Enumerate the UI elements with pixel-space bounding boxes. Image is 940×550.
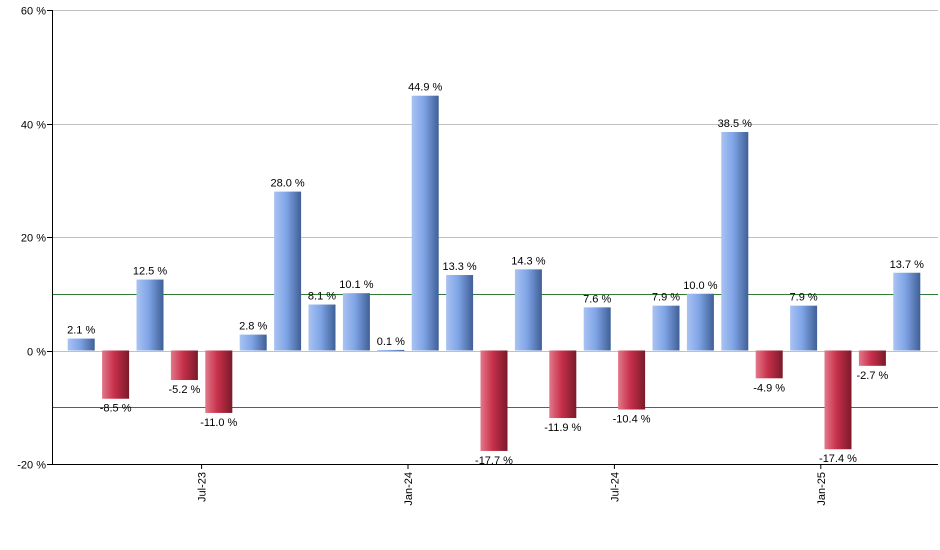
data-label: -17.7 %: [475, 455, 513, 467]
data-label: 28.0 %: [270, 178, 304, 190]
x-tick-label: Jul-23: [197, 472, 209, 502]
data-label: 14.3 %: [511, 255, 545, 267]
bar: [618, 350, 646, 410]
bar: [824, 350, 852, 450]
bars: [67, 95, 921, 451]
data-label: -5.2 %: [169, 384, 201, 396]
y-tick-label: 0 %: [27, 347, 46, 359]
data-label: 38.5 %: [718, 118, 752, 130]
data-label: 13.7 %: [890, 259, 924, 271]
data-label: 10.1 %: [339, 279, 373, 291]
bar: [858, 350, 886, 366]
data-label: -11.0 %: [200, 417, 237, 429]
data-label: 44.9 %: [408, 82, 442, 94]
data-label: -2.7 %: [857, 370, 889, 382]
data-label: 13.3 %: [442, 261, 476, 273]
bar: [583, 307, 611, 351]
data-label: 7.9 %: [790, 292, 818, 304]
data-label: 2.1 %: [67, 325, 95, 337]
x-tick-label: Jan-24: [403, 472, 415, 506]
bar: [308, 304, 336, 351]
data-label: 10.0 %: [683, 280, 717, 292]
bar: [514, 269, 542, 351]
y-tick-label: 20 %: [21, 233, 46, 245]
x-tick-label: Jan-25: [816, 472, 828, 506]
bar: [170, 350, 198, 381]
data-label: -4.9 %: [753, 382, 785, 394]
data-label: 7.6 %: [583, 293, 611, 305]
bar: [239, 334, 267, 351]
bar: [755, 350, 783, 379]
bar: [205, 350, 233, 413]
bar: [790, 305, 818, 351]
bar: [480, 350, 508, 451]
bar: [274, 191, 302, 351]
bar: [411, 95, 439, 351]
y-tick-label: 60 %: [21, 6, 46, 18]
data-labels: 2.1 % -8.5 % 12.5 % -5.2 % -11.0 % 2.8 % 28.0 …: [67, 82, 924, 467]
bar: [652, 305, 680, 351]
data-label: 0.1 %: [377, 336, 405, 348]
data-label: -17.4 %: [819, 453, 857, 465]
bar: [721, 132, 749, 351]
data-label: 7.9 %: [652, 292, 680, 304]
data-label: 8.1 %: [308, 291, 336, 303]
y-tick-label: 40 %: [21, 120, 46, 132]
bar: [446, 275, 474, 351]
data-label: 12.5 %: [133, 266, 167, 278]
bar: [893, 272, 921, 351]
bar: [102, 350, 130, 399]
bar: [67, 338, 95, 351]
data-label: -10.4 %: [613, 414, 651, 426]
bar: [549, 350, 577, 419]
bar: [342, 293, 370, 351]
data-label: -8.5 %: [100, 403, 132, 415]
data-label: -11.9 %: [544, 422, 581, 434]
axes: 60 % 40 % 20 % 0 % -20 % Jul-23 Jan-24 Jul-24 Ja…: [17, 6, 938, 506]
bar: [136, 279, 164, 351]
x-tick-label: Jul-24: [609, 472, 621, 502]
bar: [686, 293, 714, 351]
bar: [377, 349, 405, 351]
data-label: 2.8 %: [239, 321, 267, 333]
y-tick-label: -20 %: [17, 460, 46, 472]
